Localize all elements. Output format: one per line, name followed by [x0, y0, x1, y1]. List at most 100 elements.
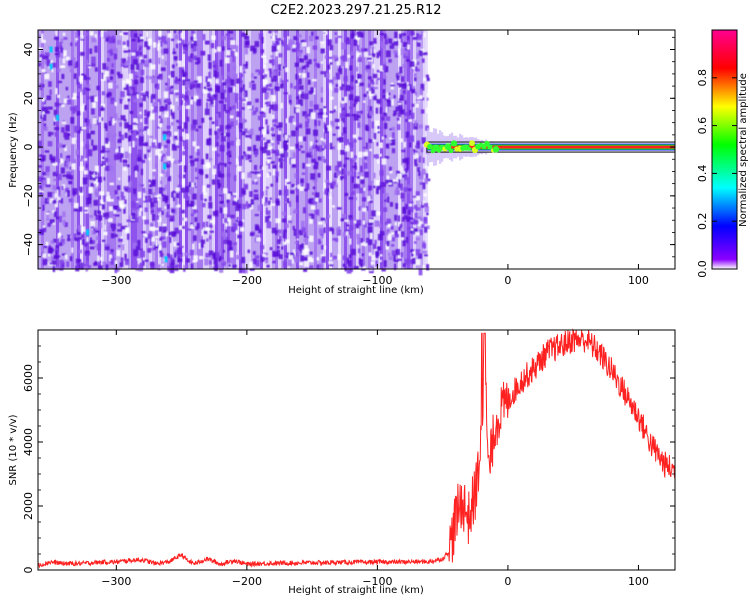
noise-dot: [370, 82, 375, 85]
noise-dot: [225, 132, 230, 137]
noise-dot: [380, 261, 383, 265]
noise-dot: [61, 73, 65, 80]
noise-dot: [59, 263, 64, 271]
noise-dot: [233, 223, 238, 230]
noise-dot: [209, 220, 215, 225]
noise-dot: [388, 38, 393, 44]
noise-dot: [224, 163, 227, 167]
noise-dot: [123, 83, 129, 90]
noise-dot: [191, 96, 194, 100]
noise-dot: [414, 77, 417, 82]
noise-dot: [211, 121, 215, 125]
noise-dot: [157, 217, 162, 222]
noise-dot: [143, 54, 147, 59]
noise-dot: [85, 163, 88, 168]
noise-dot: [169, 236, 172, 243]
noise-dot: [178, 174, 182, 178]
noise-dot: [350, 151, 354, 158]
noise-dot: [408, 142, 412, 148]
noise-dot: [124, 104, 129, 110]
noise-dot: [119, 147, 124, 155]
noise-dot: [155, 211, 160, 214]
noise-dot: [57, 173, 62, 181]
noise-dot: [258, 70, 262, 76]
noise-dot: [213, 65, 217, 68]
noise-dot: [261, 198, 265, 205]
noise-streak: [170, 30, 173, 269]
noise-dot: [249, 81, 252, 89]
noise-dot: [362, 151, 368, 157]
noise-dot: [302, 111, 307, 117]
noise-dot: [332, 255, 338, 260]
noise-dot: [291, 183, 295, 188]
noise-dot: [198, 168, 204, 174]
noise-blip: [163, 134, 167, 141]
noise-dot: [75, 149, 80, 156]
noise-dot: [51, 191, 56, 195]
noise-dot: [409, 201, 414, 204]
noise-dot: [367, 195, 371, 202]
noise-dot: [264, 142, 268, 149]
noise-dot: [51, 69, 54, 73]
noise-dot: [225, 223, 228, 227]
noise-dot: [284, 144, 289, 150]
noise-dot: [210, 100, 214, 105]
noise-dot: [410, 230, 414, 234]
noise-dot: [59, 259, 64, 264]
noise-dot: [410, 119, 414, 122]
noise-blip: [56, 114, 60, 121]
noise-dot: [168, 160, 171, 168]
noise-dot: [139, 31, 142, 35]
noise-dot: [357, 184, 361, 189]
noise-dot: [320, 41, 325, 49]
noise-dot: [194, 226, 199, 231]
noise-dot: [143, 154, 147, 159]
noise-dot: [181, 245, 184, 248]
noise-dot: [209, 230, 214, 233]
noise-dot: [161, 55, 164, 60]
noise-dot: [131, 52, 136, 56]
noise-dot: [164, 197, 168, 204]
noise-dot: [419, 218, 423, 222]
noise-streak: [203, 30, 206, 269]
noise-dot: [147, 128, 150, 136]
noise-dot: [238, 122, 243, 129]
noise-dot: [310, 154, 313, 159]
noise-dot: [238, 220, 243, 226]
noise-dot: [281, 218, 287, 223]
noise-dot: [83, 111, 87, 119]
noise-dot: [311, 79, 317, 82]
noise-dot: [161, 35, 167, 43]
noise-dot: [273, 124, 276, 127]
noise-dot: [342, 127, 347, 134]
noise-dot: [424, 165, 428, 171]
noise-dot: [388, 58, 392, 63]
noise-dot: [93, 178, 98, 184]
spectrogram-x-ticks: −300 −200 −100 0 100: [101, 30, 649, 287]
noise-dot: [375, 107, 379, 114]
noise-dot: [406, 59, 410, 62]
noise-dot: [76, 78, 79, 85]
noise-dot: [88, 265, 92, 269]
noise-dot: [391, 99, 394, 106]
noise-dot: [302, 249, 307, 256]
noise-dot: [177, 258, 183, 263]
noise-dot: [208, 96, 213, 101]
noise-dot: [409, 61, 415, 68]
noise-dot: [298, 85, 304, 90]
noise-dot: [119, 156, 122, 163]
noise-dot: [49, 198, 53, 203]
noise-dot: [42, 253, 47, 258]
noise-dot: [313, 31, 317, 35]
noise-dot: [41, 101, 45, 105]
noise-dot: [161, 241, 167, 248]
noise-dot: [249, 128, 254, 136]
noise-dot: [160, 118, 163, 123]
noise-dot: [76, 264, 79, 271]
noise-dot: [89, 48, 93, 54]
noise-dot: [222, 81, 227, 86]
noise-dot: [327, 39, 332, 46]
noise-dot: [416, 142, 420, 149]
noise-dot: [193, 255, 198, 262]
noise-dot: [48, 81, 52, 87]
